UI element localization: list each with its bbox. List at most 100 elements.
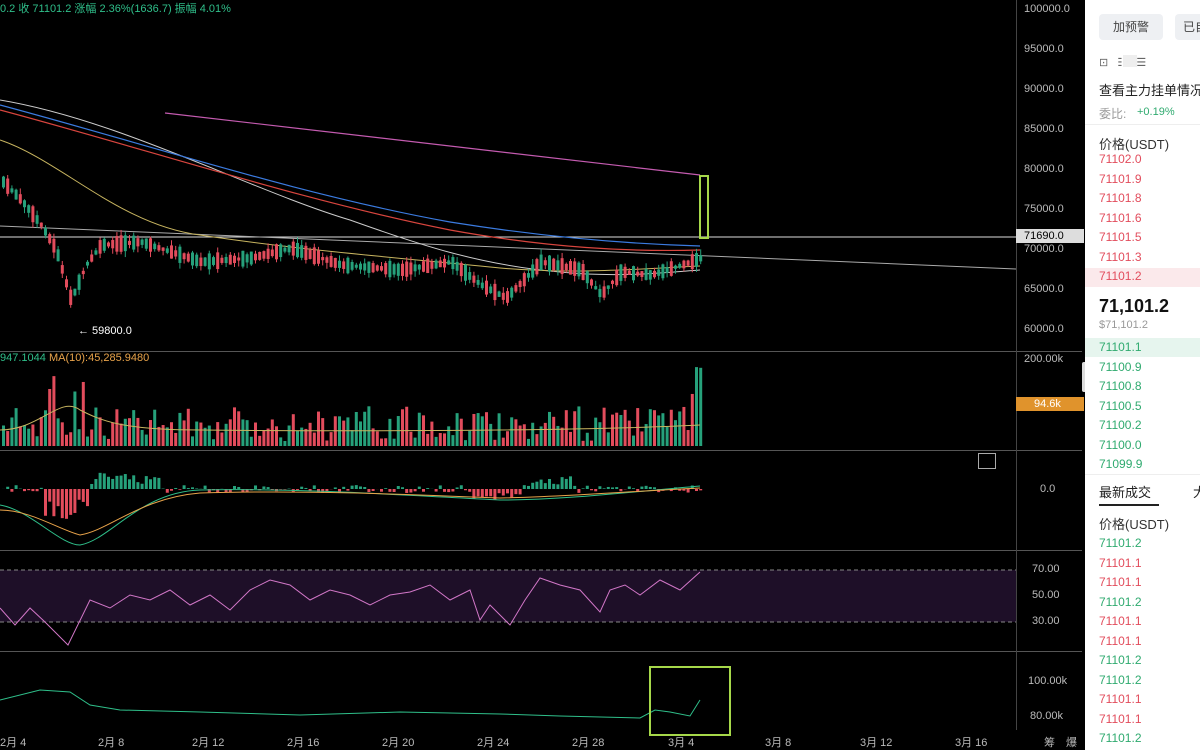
candle — [115, 236, 119, 252]
ask-price[interactable]: 71101.5 — [1099, 230, 1142, 244]
x-axis-label: 筹 — [1044, 737, 1055, 749]
volume-bar — [262, 430, 266, 446]
volume-bar — [325, 440, 329, 446]
candle — [674, 265, 677, 269]
macd-bar — [426, 488, 430, 489]
macd-bar — [388, 489, 392, 492]
price-marker: 71690.0 — [1016, 229, 1084, 243]
volume-bar — [128, 418, 131, 446]
volume-bar — [94, 407, 98, 446]
second-button[interactable]: 已自 — [1175, 14, 1200, 40]
macd-bar — [518, 489, 522, 495]
macd-bar — [317, 489, 320, 493]
volume-bar — [6, 431, 10, 446]
candle — [296, 242, 299, 258]
macd-bar — [611, 487, 614, 489]
bid-price[interactable]: 71100.8 — [1099, 379, 1142, 393]
volume-bar — [291, 414, 295, 446]
volume-bar — [678, 411, 682, 446]
active-view-icon[interactable] — [1123, 55, 1137, 67]
candle — [522, 273, 526, 287]
volume-bar — [619, 415, 623, 446]
volume-bar — [518, 425, 522, 446]
candle — [573, 261, 577, 276]
add-alert-button[interactable]: 加预警 — [1099, 14, 1163, 40]
macd-bar — [506, 489, 509, 494]
macd-bar — [678, 489, 682, 491]
ask-price[interactable]: 71102.0 — [1099, 152, 1142, 166]
candle — [329, 256, 333, 267]
candle — [81, 270, 85, 275]
candle — [291, 241, 295, 256]
bottom-indicator-line — [0, 689, 701, 719]
volume-bar — [682, 406, 686, 446]
depth-link[interactable]: 查看主力挂单情况 — [1099, 83, 1200, 98]
candle — [438, 260, 442, 268]
bid-price[interactable]: 71100.2 — [1099, 418, 1142, 432]
candle — [161, 247, 165, 251]
trade-price: 71101.1 — [1099, 633, 1142, 648]
volume-bar — [136, 417, 140, 446]
volume-axis-label: 200.00k — [1024, 353, 1064, 365]
chart-area[interactable]: 0.2 收 71101.2 涨幅 2.36%(1636.7) 振幅 4.01% … — [0, 0, 1084, 750]
candle — [216, 252, 220, 270]
candle — [602, 286, 606, 298]
macd-bar — [476, 489, 480, 497]
volume-bar — [434, 436, 438, 446]
volume-bar — [380, 438, 383, 446]
volume-bar — [39, 417, 43, 446]
candle — [254, 253, 257, 261]
ask-price[interactable]: 71101.8 — [1099, 191, 1142, 205]
macd-bar — [648, 486, 652, 489]
macd-bar — [653, 487, 656, 489]
tab-latest-trades[interactable]: 最新成交 — [1099, 485, 1152, 500]
macd-bar — [207, 489, 211, 493]
ask-price[interactable]: 71101.3 — [1099, 249, 1142, 264]
bid-price[interactable]: 71101.1 — [1099, 340, 1142, 354]
macd-bar — [510, 489, 514, 498]
candle — [52, 238, 56, 253]
bid-price[interactable]: 71099.9 — [1099, 457, 1143, 471]
bid-price[interactable]: 71100.5 — [1099, 398, 1142, 413]
macd-dea-line — [0, 487, 701, 536]
candle — [619, 264, 623, 281]
macd-bar — [102, 473, 106, 489]
volume-bar — [312, 432, 316, 446]
macd-bar — [447, 489, 451, 493]
ask-price[interactable]: 71101.9 — [1099, 171, 1142, 186]
price-axis-label: 80000.0 — [1024, 163, 1064, 175]
expand-icon[interactable] — [978, 453, 996, 469]
macd-bar — [531, 482, 535, 489]
macd-bar — [590, 489, 593, 491]
candle — [535, 259, 539, 275]
candle — [552, 258, 556, 271]
volume-bar — [690, 393, 694, 446]
ma-yellow-line — [0, 139, 701, 272]
trade-price: 71101.1 — [1099, 692, 1142, 706]
volume-bar — [48, 388, 52, 446]
macd-bar — [581, 488, 585, 489]
rsi-axis-label: 50.00 — [1032, 589, 1060, 601]
candle — [94, 250, 98, 255]
volume-bar — [552, 416, 556, 446]
x-axis-label: 2月 16 — [287, 737, 320, 749]
macd-bar — [237, 486, 241, 489]
volume-bar — [359, 421, 362, 446]
candle — [245, 254, 249, 263]
bid-price[interactable]: 71100.0 — [1099, 437, 1142, 452]
bid-price[interactable]: 71100.9 — [1099, 359, 1142, 374]
volume-bar — [35, 436, 39, 446]
volume-bar — [653, 410, 656, 446]
panel-resize-handle[interactable] — [1082, 362, 1087, 392]
ask-price[interactable]: 71101.6 — [1099, 210, 1142, 225]
candle — [346, 257, 350, 274]
macd-bar — [556, 484, 560, 489]
volume-bar — [161, 425, 165, 446]
volume-bar — [296, 430, 299, 446]
candle — [409, 262, 413, 275]
volume-bar — [501, 437, 505, 446]
macd-bar — [123, 474, 127, 489]
macd-bar — [690, 485, 694, 489]
tab-large-trades[interactable]: 大 — [1193, 485, 1200, 500]
ask-price[interactable]: 71101.2 — [1099, 269, 1142, 283]
